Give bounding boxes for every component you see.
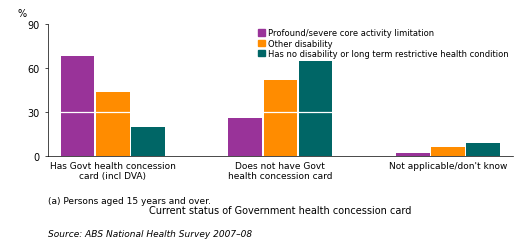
Bar xyxy=(299,61,332,156)
Bar xyxy=(396,153,430,156)
Bar xyxy=(131,127,165,156)
Bar xyxy=(263,81,297,156)
Bar xyxy=(229,118,262,156)
Y-axis label: %: % xyxy=(17,9,26,19)
Bar xyxy=(467,143,500,156)
Bar xyxy=(61,57,94,156)
X-axis label: Current status of Government health concession card: Current status of Government health conc… xyxy=(149,205,412,215)
Bar xyxy=(96,92,130,156)
Text: (a) Persons aged 15 years and over.: (a) Persons aged 15 years and over. xyxy=(48,197,211,206)
Legend: Profound/severe core activity limitation, Other disability, Has no disability or: Profound/severe core activity limitation… xyxy=(258,29,509,59)
Text: Source: ABS National Health Survey 2007–08: Source: ABS National Health Survey 2007–… xyxy=(48,229,252,238)
Bar xyxy=(431,147,464,156)
